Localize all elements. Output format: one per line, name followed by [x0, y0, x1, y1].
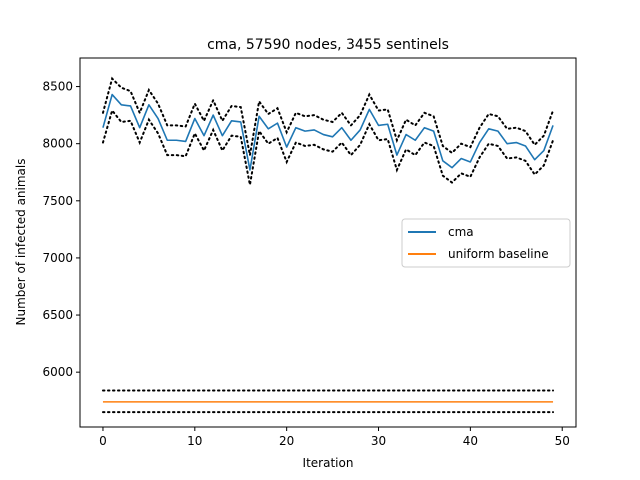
plot-area	[101, 76, 555, 414]
x-tick-label: 10	[187, 434, 202, 448]
y-axis-label: Number of infected animals	[14, 159, 28, 326]
y-tick-label: 7500	[42, 194, 73, 208]
legend-box	[401, 218, 571, 268]
legend: cma uniform baseline	[401, 218, 571, 268]
legend-label-cma: cma	[448, 225, 474, 239]
series-line-cma	[102, 93, 554, 171]
x-axis-label: Iteration	[303, 456, 354, 470]
axes-frame	[79, 57, 577, 428]
x-tick-label: 20	[279, 434, 294, 448]
legend-label-uniform-baseline: uniform baseline	[448, 247, 549, 261]
y-tick-label: 6500	[42, 308, 73, 322]
x-tick-label: 0	[99, 434, 107, 448]
y-tick-label: 6000	[42, 365, 73, 379]
cma-upper-bound-line	[101, 76, 555, 156]
chart-title: cma, 57590 nodes, 3455 sentinels	[207, 37, 449, 53]
x-tick-label: 40	[463, 434, 478, 448]
axis-ticks: 0 10 20 30 40 50 6000 6500 7000 7500 8000 8500	[42, 80, 569, 448]
y-tick-label: 8500	[42, 80, 73, 94]
y-tick-label: 7000	[42, 251, 73, 265]
x-tick-label: 30	[371, 434, 386, 448]
y-tick-label: 8000	[42, 137, 73, 151]
cma-lower-bound-line	[101, 108, 555, 185]
x-tick-label: 50	[555, 434, 570, 448]
